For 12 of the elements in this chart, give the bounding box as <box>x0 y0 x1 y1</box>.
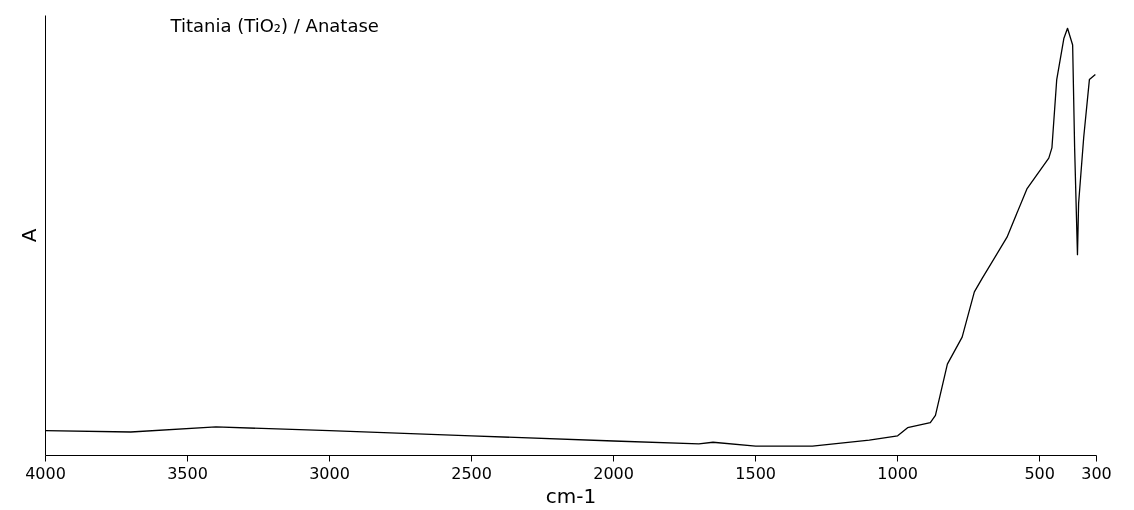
x-tick-label: 300 <box>1081 463 1112 483</box>
x-axis-title: cm-1 <box>545 483 597 508</box>
x-tick-label: 1500 <box>735 463 776 483</box>
annotation: Titania (TiO₂) / Anatase <box>169 14 379 36</box>
x-tick-label: 3000 <box>309 463 350 483</box>
x-tick-label: 3500 <box>167 463 208 483</box>
x-tick-label: 500 <box>1024 463 1055 483</box>
x-tick-label: 1000 <box>877 463 919 483</box>
x-tick-label: 4000 <box>25 463 66 483</box>
x-tick-label: 2000 <box>593 463 634 483</box>
y-axis-title: A <box>16 228 41 243</box>
x-tick-label: 2500 <box>451 463 492 483</box>
